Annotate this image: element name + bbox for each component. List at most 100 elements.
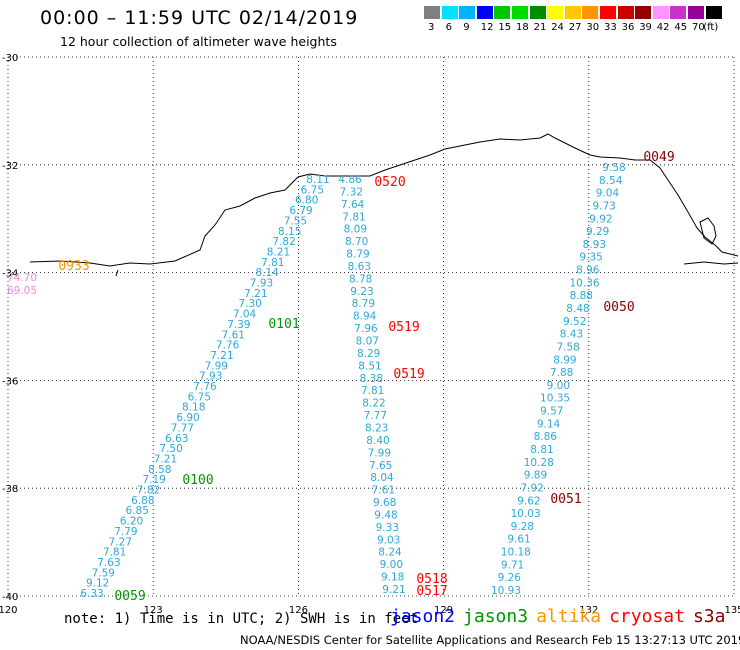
mission-legend-item: jason3 [463, 606, 529, 627]
wave-height-value: 7.81 [103, 547, 126, 559]
scale-label: 12 [480, 22, 494, 33]
wave-height-value: 8.18 [182, 402, 205, 414]
scale-label: 70 [692, 22, 705, 33]
pass-time-label: 0520 [374, 175, 405, 190]
wave-height-value: 7.50 [159, 443, 182, 455]
map-title: 00:00 – 11:59 UTC 02/14/2019 [40, 7, 359, 29]
wave-height-value: 7.82 [137, 485, 160, 497]
y-tick-label: -36 [2, 376, 18, 387]
wave-height-value: 8.79 [346, 249, 369, 261]
wave-height-value: 8.99 [553, 354, 576, 366]
scale-unit-label: (ft) [703, 22, 719, 33]
wave-height-value: 8.22 [362, 398, 385, 410]
scale-label: 42 [656, 22, 670, 33]
wave-height-value: 8.23 [365, 422, 388, 434]
coastline [29, 133, 739, 277]
wave-height-value: 7.27 [109, 536, 132, 548]
wave-height-value: 9.33 [376, 522, 399, 534]
scale-swatch [476, 6, 493, 19]
wave-height-value: 8.94 [353, 311, 377, 323]
scale-label: 24 [551, 22, 564, 33]
wave-height-value: 9.23 [350, 286, 373, 298]
wave-height-value: 8.21 [267, 246, 290, 258]
wave-height-value: 6.90 [176, 412, 199, 424]
scale-swatch [529, 6, 546, 19]
x-tick-label: 126 [289, 605, 308, 616]
wave-height-value: 10.93 [491, 585, 521, 597]
wave-height-value: 7.82 [272, 236, 295, 248]
wave-height-value: 6.33 [80, 588, 103, 600]
wave-height-value: 8.07 [356, 336, 379, 348]
wave-height-value: 8.63 [348, 261, 371, 273]
wave-height-value: 9.89 [524, 470, 547, 482]
wave-height-value: 7.39 [227, 319, 250, 331]
wave-height-value: 7.65 [369, 460, 392, 472]
wave-height-value: 7.30 [239, 298, 262, 310]
wave-height-value: 9.61 [507, 534, 530, 546]
mission-legend-item: cryosat [609, 606, 685, 627]
wave-height-value: 7.76 [193, 381, 217, 393]
wave-height-value: 8.24 [378, 547, 402, 559]
y-tick-label: -34 [2, 269, 18, 280]
wave-height-value: 8.51 [358, 360, 381, 372]
mission-legend: jason2 jason3 altika cryosat s3a [390, 606, 733, 627]
wave-height-value: 7.81 [261, 257, 284, 269]
wave-height-value: 7.77 [364, 410, 387, 422]
scale-label: 18 [516, 22, 529, 33]
wave-height-value: 7.81 [361, 385, 384, 397]
wave-height-value: 8.79 [352, 298, 375, 310]
wave-height-value: 8.78 [349, 273, 372, 285]
wave-height-value: 74.70 [7, 272, 37, 284]
wave-height-value: 6.75 [188, 391, 211, 403]
wave-height-value: 9.52 [563, 316, 586, 328]
wave-height-value: 10.18 [501, 547, 531, 559]
wave-height-value: 7.21 [210, 350, 233, 362]
scale-swatch [459, 6, 476, 19]
pass-time-label: 0059 [114, 589, 145, 604]
wave-height-value: 9.00 [547, 380, 570, 392]
scale-label: 30 [586, 22, 600, 33]
x-tick-label: 132 [579, 605, 598, 616]
wave-height-value: 8.11 [306, 174, 329, 186]
wave-height-value: 10.36 [570, 277, 600, 289]
wave-height-value: 9.73 [592, 200, 615, 212]
wave-height-value: 6.80 [295, 195, 318, 207]
scale-swatch [670, 6, 687, 19]
wave-height-value: 9.68 [373, 497, 396, 509]
scale-swatch [424, 6, 440, 19]
wave-height-value: 8.93 [583, 239, 606, 251]
x-tick-label: 129 [434, 605, 453, 616]
wave-height-value: 9.62 [517, 495, 540, 507]
wave-height-value: 9.12 [86, 578, 109, 590]
wave-height-value: 8.54 [599, 175, 623, 187]
map-subtitle: 12 hour collection of altimeter wave hei… [60, 34, 337, 49]
altimeter-tracks: 6.339.127.597.637.817.277.796.206.856.88… [7, 162, 626, 600]
y-tick-label: -38 [2, 484, 18, 495]
wave-height-value: 4.86 [338, 174, 362, 186]
wave-height-value: 7.93 [199, 371, 222, 383]
wave-height-value: 7.61 [372, 485, 395, 497]
wave-height-value: 7.19 [142, 474, 165, 486]
scale-swatch [688, 6, 704, 19]
coastline-path [683, 261, 739, 265]
wave-height-value: 8.14 [255, 267, 279, 279]
wave-height-value: 9.21 [382, 584, 405, 596]
wave-height-value: 7.21 [154, 453, 177, 465]
wave-height-value: 7.04 [233, 309, 257, 321]
pass-time-label: 0517 [416, 584, 447, 599]
wave-height-value: 9.26 [498, 572, 522, 584]
wave-height-value: 8.43 [560, 329, 583, 341]
wave-height-value: 8.96 [576, 265, 600, 277]
footer-note: note: 1) Time is in UTC; 2) SWH is in fe… [64, 611, 419, 627]
pass-time-label: 0518 [416, 572, 447, 587]
pass-time-label: 0519 [388, 320, 419, 335]
wave-height-value: 6.79 [289, 205, 312, 217]
scale-label: 3 [428, 22, 435, 33]
wave-height-value: 7.59 [92, 567, 115, 579]
wave-height-value: 6.63 [165, 433, 188, 445]
wave-height-value: 6.75 [301, 184, 324, 196]
scale-swatch [564, 6, 581, 19]
scale-label: 39 [639, 22, 652, 33]
wave-height-value: 8.40 [366, 435, 389, 447]
